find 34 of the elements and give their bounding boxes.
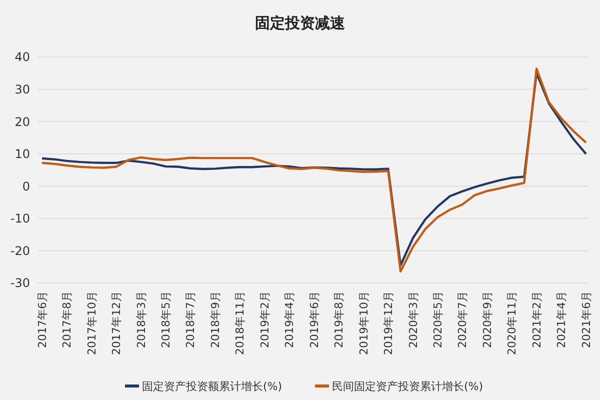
x-tick-label: 2017年6月 — [36, 291, 49, 348]
x-tick-label: 2018年3月 — [134, 291, 148, 348]
x-tick-label: 2020年11月 — [506, 291, 519, 355]
y-tick-label: 30 — [14, 82, 30, 96]
y-tick-label: 20 — [14, 114, 30, 129]
x-tick-label: 2018年9月 — [208, 291, 222, 348]
y-tick-label: 10 — [14, 147, 30, 162]
x-tick-label: 2019年6月 — [308, 291, 321, 348]
x-tick-label: 2020年9月 — [480, 291, 494, 348]
y-tick-label: 0 — [22, 179, 30, 194]
y-tick-label: -10 — [10, 212, 30, 226]
x-tick-label: 2017年8月 — [60, 291, 74, 348]
x-tick-label: 2018年11月 — [234, 291, 247, 355]
y-tick-label: 40 — [14, 50, 30, 64]
chart-title: 固定投资减速 — [255, 14, 346, 32]
x-tick-label: 2020年3月 — [406, 291, 420, 348]
x-tick-label: 2019年8月 — [332, 291, 346, 348]
x-tick-label: 2020年5月 — [431, 291, 444, 348]
x-tick-label: 2019年12月 — [382, 291, 396, 355]
x-tick-label: 2019年4月 — [283, 291, 296, 348]
x-tick-label: 2021年2月 — [530, 291, 544, 348]
x-tick-label: 2020年7月 — [456, 291, 470, 348]
x-tick-label: 2019年10月 — [357, 291, 370, 355]
y-tick-label: -30 — [10, 276, 30, 290]
x-tick-label: 2018年5月 — [159, 291, 172, 348]
legend-label: 民间固定资产投资累计增长(%) — [332, 380, 484, 393]
x-tick-label: 2021年4月 — [555, 291, 568, 348]
x-tick-label: 2021年6月 — [580, 291, 593, 348]
x-tick-label: 2018年7月 — [184, 291, 198, 348]
y-tick-label: -20 — [10, 244, 30, 258]
x-tick-label: 2017年10月 — [85, 291, 98, 355]
legend-label: 固定资产投资额累计增长(%) — [142, 380, 282, 393]
x-tick-label: 2017年12月 — [110, 291, 124, 355]
x-tick-label: 2019年2月 — [258, 291, 272, 348]
